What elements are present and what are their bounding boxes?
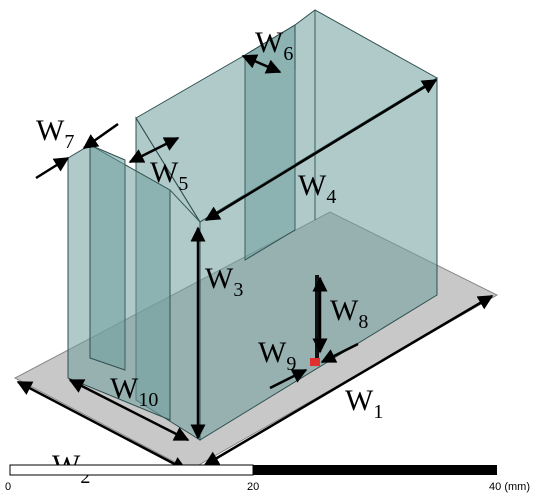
label-subscript: 1 — [373, 401, 383, 423]
label-letter: W — [255, 26, 284, 59]
scale-tick: 20 — [247, 481, 259, 493]
label-subscript: 6 — [283, 43, 293, 65]
label-letter: W — [345, 384, 374, 417]
label-subscript: 9 — [286, 353, 296, 375]
label-letter: W — [298, 169, 327, 202]
label-subscript: 7 — [64, 131, 74, 153]
label-letter: W — [110, 372, 139, 405]
scale-tick: 0 — [5, 481, 11, 493]
label-letter: W — [258, 336, 287, 369]
label-subscript: 3 — [233, 279, 243, 301]
label-subscript: 4 — [326, 186, 336, 208]
scale-tick: 40 (mm) — [489, 481, 530, 493]
label-subscript: 10 — [138, 389, 158, 411]
antenna-diagram: W1W2W3W4W5W6W7W8W9W10 0 20 40 (mm) — [0, 0, 537, 496]
label-subscript: 5 — [178, 173, 188, 195]
label-letter: W — [330, 294, 359, 327]
feed — [310, 358, 320, 366]
label-letter: W — [150, 156, 179, 189]
label-letter: W — [205, 262, 234, 295]
dimension-label: W1 — [345, 384, 383, 423]
label-letter: W — [36, 114, 65, 147]
dimension-label: W7 — [36, 114, 74, 153]
label-subscript: 8 — [358, 311, 368, 333]
